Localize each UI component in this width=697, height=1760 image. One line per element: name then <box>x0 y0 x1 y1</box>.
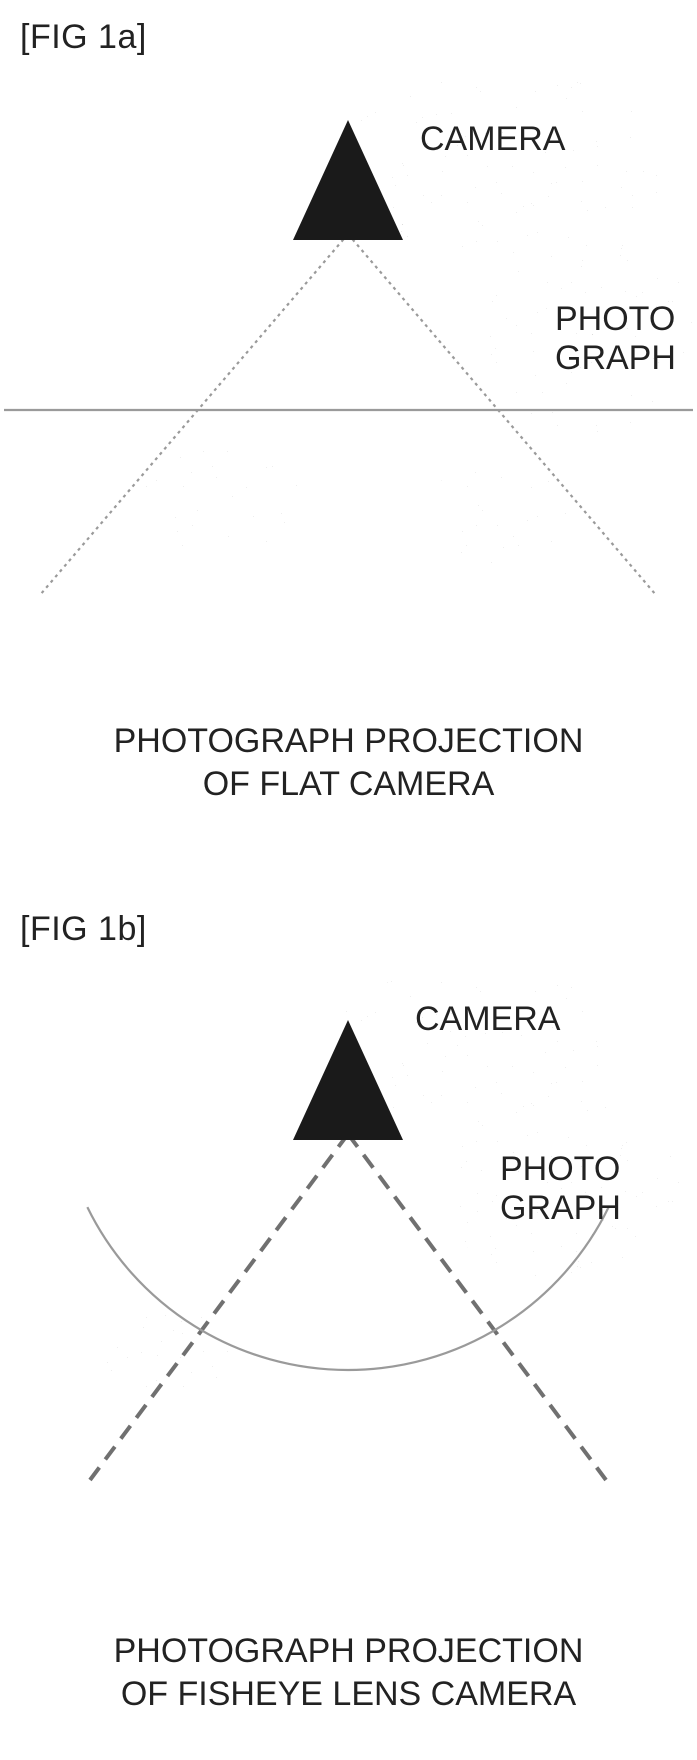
fig1a-photo-line2: GRAPH <box>555 339 676 377</box>
fig1a-camera-label: CAMERA <box>420 120 565 159</box>
fig1b-caption: PHOTOGRAPH PROJECTION OF FISHEYE LENS CA… <box>0 1630 697 1715</box>
fig1a-photograph-label: PHOTO GRAPH <box>555 300 676 378</box>
fig1b-camera-label: CAMERA <box>415 1000 560 1039</box>
fig1a-label: [FIG 1a] <box>20 18 147 57</box>
fig1b-caption-line1: PHOTOGRAPH PROJECTION <box>114 1632 584 1670</box>
fig1a-caption-line2: OF FLAT CAMERA <box>203 765 495 803</box>
fig1b-photograph-label: PHOTO GRAPH <box>500 1150 621 1228</box>
fig1a-caption-line1: PHOTOGRAPH PROJECTION <box>114 722 584 760</box>
fig1b-photo-line2: GRAPH <box>500 1189 621 1227</box>
fig1b-label: [FIG 1b] <box>20 910 147 949</box>
fig1a-photo-line1: PHOTO <box>555 300 675 338</box>
fig1b-photo-line1: PHOTO <box>500 1150 620 1188</box>
page: [FIG 1a] CAMERA PHOTO GRAPH PHOTOGRAPH P… <box>0 0 697 1757</box>
fig1a-caption: PHOTOGRAPH PROJECTION OF FLAT CAMERA <box>0 720 697 805</box>
fig1b-ray-left <box>90 1134 348 1480</box>
fig1b-diagram <box>0 980 697 1510</box>
fig1b-caption-line2: OF FISHEYE LENS CAMERA <box>121 1675 576 1713</box>
